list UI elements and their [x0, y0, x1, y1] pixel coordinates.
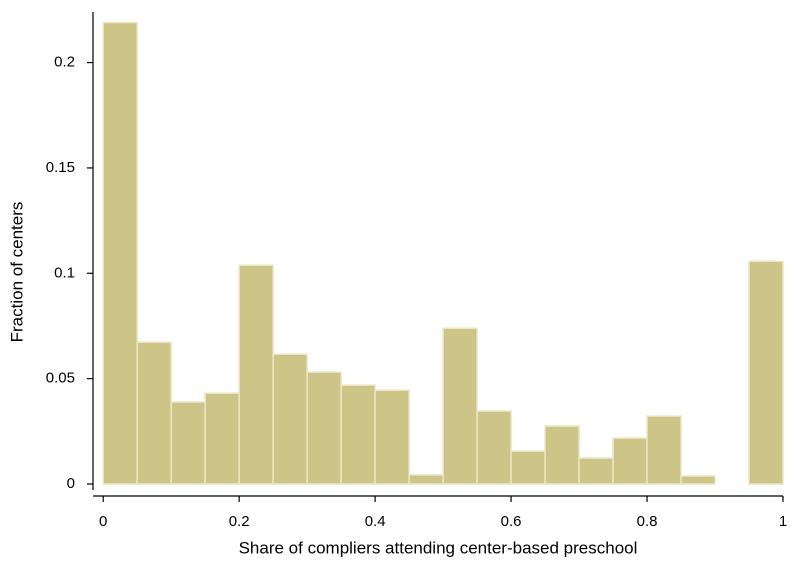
bar	[238, 264, 274, 485]
bar	[306, 371, 342, 485]
y-axis-label: Fraction of centers	[7, 202, 26, 343]
bar	[680, 475, 716, 485]
bar	[748, 260, 784, 485]
bar	[578, 457, 614, 485]
bar	[204, 392, 240, 485]
bar	[442, 327, 478, 485]
x-tick-label: 0.2	[229, 513, 250, 530]
bar	[544, 425, 580, 485]
x-tick-label: 0.4	[365, 513, 386, 530]
bar	[408, 474, 444, 485]
bar	[136, 341, 172, 485]
bar	[374, 389, 410, 485]
bar	[170, 401, 206, 485]
bar	[646, 415, 682, 485]
bar	[340, 384, 376, 485]
y-tick-label: 0.05	[46, 370, 75, 387]
x-tick-label: 1	[779, 513, 787, 530]
x-tick-label: 0.6	[501, 513, 522, 530]
x-axis-label: Share of compliers attending center-base…	[239, 538, 638, 557]
x-tick-label: 0	[99, 513, 107, 530]
bar	[510, 450, 546, 485]
y-tick-label: 0.2	[54, 54, 75, 71]
bar	[102, 21, 138, 485]
x-tick-label: 0.8	[637, 513, 658, 530]
y-tick-label: 0.15	[46, 159, 75, 176]
y-tick-label: 0.1	[54, 264, 75, 281]
bar	[476, 410, 512, 485]
bar	[612, 437, 648, 485]
bar	[272, 353, 308, 485]
y-tick-label: 0	[67, 475, 75, 492]
